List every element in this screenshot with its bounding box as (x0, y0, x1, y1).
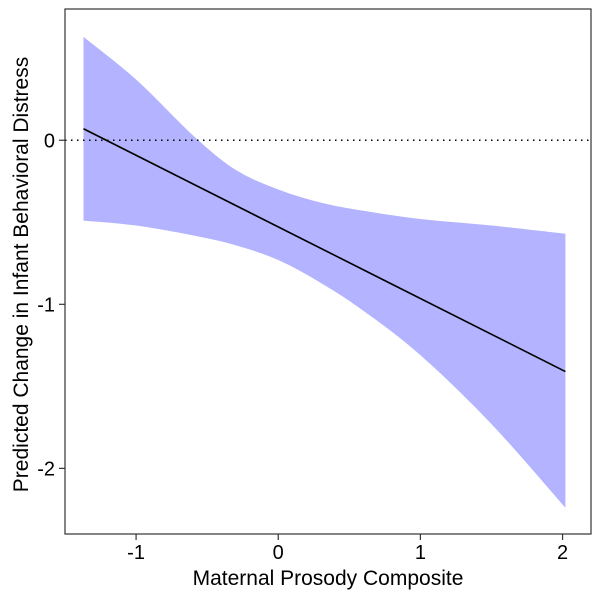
plot-frame-layer (64, 8, 592, 535)
fitted-line-0 (83, 128, 566, 373)
confidence-band-layer (83, 36, 566, 508)
x-axis-title: Maternal Prosody Composite (193, 567, 464, 590)
x-tick-label: 0 (273, 542, 284, 564)
y-axis-title: Predicted Change in Infant Behavioral Di… (10, 57, 33, 492)
x-tick-label: 1 (415, 542, 426, 564)
x-tick-label: -1 (127, 542, 145, 564)
y-tick-label: 0 (44, 130, 55, 152)
plot-frame (64, 8, 592, 535)
y-axis-ticks: -2 -1 0 (37, 130, 65, 480)
x-tick-label: 2 (557, 542, 568, 564)
confidence-band (83, 36, 566, 508)
y-tick-label: -2 (37, 458, 55, 480)
series-line-layer (83, 128, 566, 373)
y-tick-label: -1 (37, 294, 55, 316)
x-axis-ticks: -1 0 1 2 (127, 534, 568, 564)
